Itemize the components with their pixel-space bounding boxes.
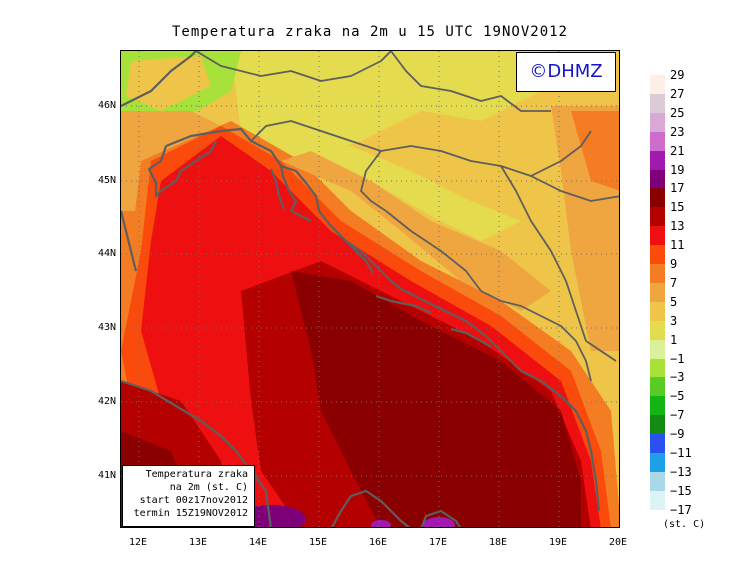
legend-units: (st. C) [663,519,706,530]
info-box: Temperatura zraka na 2m (st. C) start 00… [122,465,255,527]
legend-swatch [650,226,665,246]
legend-level-label: 9 [670,257,678,271]
field-spot-italy-heel [371,520,391,527]
lat-label: 41N [97,470,116,481]
lon-label: 18E [488,537,508,548]
field-spot-albania [423,517,455,527]
legend-swatch [650,396,665,416]
lon-label: 12E [128,537,148,548]
legend-swatch [650,453,665,472]
legend-swatch [650,415,665,435]
legend-swatch [650,301,665,321]
legend-swatch [650,471,665,491]
legend-swatch [650,245,665,265]
legend-level-label: 11 [670,238,685,253]
legend-level-label: −11 [670,446,692,460]
legend-level-label: 13 [670,219,685,234]
legend-level-label: 15 [670,200,685,215]
temperature-field [121,51,619,527]
legend-level-label: −15 [670,483,692,498]
field-northwest-inner [126,56,211,111]
coastlines [121,51,601,527]
legend-swatch [650,150,665,170]
legend-swatch [650,509,665,529]
legend-swatch [650,112,665,132]
legend-level-label: 17 [670,181,685,196]
legend-level-label: 23 [670,124,685,139]
legend-level-label: 27 [670,86,685,101]
temperature-map [120,50,620,528]
legend-level-label: −7 [670,408,685,423]
lon-label: 20E [608,537,628,548]
legend-swatch [650,131,665,151]
legend-swatch [650,188,665,208]
field-adriatic-warmest [291,271,581,527]
lat-label: 46N [97,100,116,111]
lat-label: 44N [97,248,116,259]
legend-level-label: 7 [670,275,678,290]
legend-level-label: 29 [670,68,685,82]
graticule [121,51,619,527]
legend-level-label: −1 [670,351,685,366]
info-line-start: start 00z17nov2012 [139,495,248,506]
legend-level-label: −13 [670,464,692,479]
info-line-termin: termin 15Z19NOV2012 [133,508,248,519]
legend-swatch [650,282,665,302]
legend-swatch [650,207,665,227]
lon-label: 15E [308,537,328,548]
copyright-badge: ©DHMZ [516,52,616,92]
legend-swatch [650,490,665,510]
legend-level-label: −9 [670,427,685,442]
legend-level-label: 1 [670,332,678,347]
legend-level-label: 21 [670,143,685,158]
lon-label: 13E [188,537,208,548]
borders [195,51,619,382]
legend-level-label: −3 [670,370,685,385]
lat-label: 43N [97,322,116,333]
field-dinaric-strip [281,151,551,311]
legend-swatch [650,75,665,94]
field-dinaric-cool [311,146,521,241]
legend-level-label: 19 [670,162,685,177]
legend-swatch [650,377,665,397]
map-title: Temperatura zraka na 2m u 15 UTC 19NOV20… [171,24,568,40]
legend-level-label: −17 [670,502,692,517]
legend-swatch [650,169,665,189]
lon-label: 17E [428,537,448,548]
legend-swatch [650,93,665,113]
info-line-variable: Temperatura zraka [145,469,248,480]
legend-level-label: −5 [670,389,685,404]
legend-level-label: 25 [670,105,685,120]
legend-swatch [650,320,665,340]
legend-level-label: 3 [670,313,678,328]
lat-label: 42N [97,396,116,407]
lon-label: 19E [548,537,568,548]
legend-swatch [650,358,665,378]
legend-swatch [650,339,665,359]
field-east-warmer [571,111,619,191]
info-line-units: na 2m (st. C) [169,482,248,493]
legend-swatch [650,434,665,454]
color-legend: 29 27 25 23 21 19 17 15 13 11 9 7 5 3 1 −1 −3 −5 −7 −9 −11 −1… [650,68,740,529]
lon-label: 14E [248,537,268,548]
lat-label: 45N [97,175,116,186]
legend-swatch [650,264,665,283]
lon-label: 16E [368,537,388,548]
legend-level-label: 5 [670,294,678,309]
